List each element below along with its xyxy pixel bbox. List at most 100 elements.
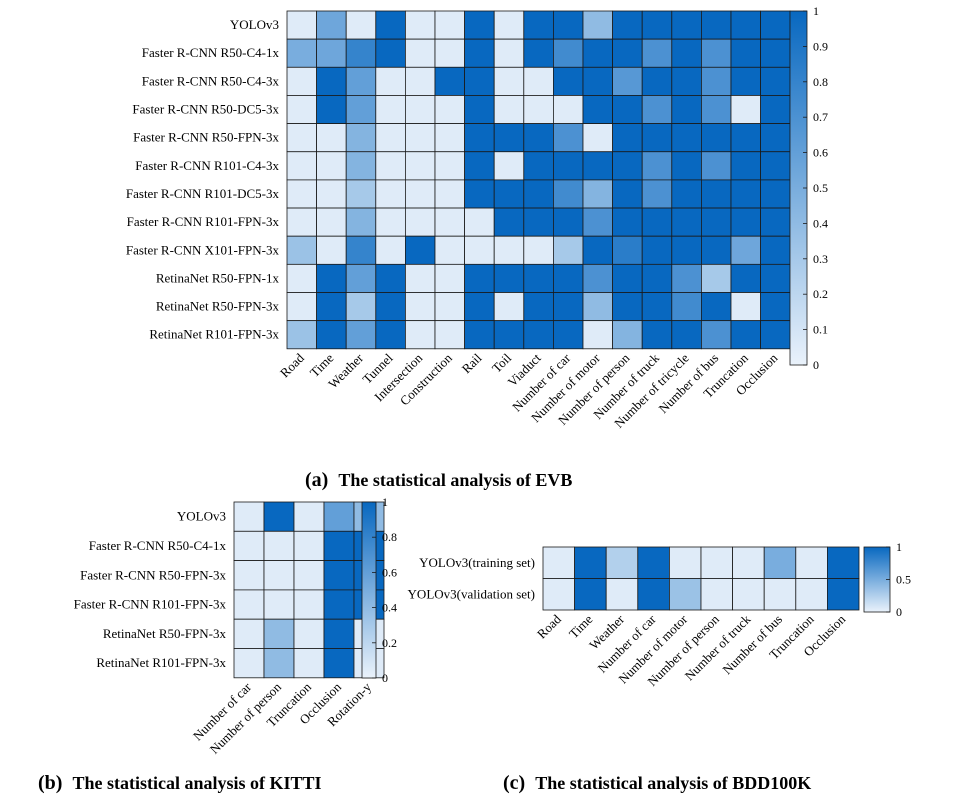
heatmap-cell bbox=[671, 292, 702, 322]
heatmap-evb: YOLOv3 Faster R-CNN R50-C4-1x Faster R-CNN… bbox=[126, 4, 828, 431]
colorbar-tick-label: 0.5 bbox=[896, 573, 911, 587]
heatmap-cell bbox=[375, 292, 406, 322]
heatmap-cell bbox=[827, 546, 860, 579]
heatmap-cell bbox=[464, 66, 495, 96]
heatmap-cell bbox=[375, 179, 406, 209]
heatmap-cell bbox=[553, 95, 584, 124]
heatmap-cell bbox=[671, 123, 702, 153]
heatmap-cell bbox=[263, 618, 295, 649]
heatmap-cell bbox=[553, 179, 584, 209]
colorbar-tick-label: 0.2 bbox=[382, 636, 397, 650]
colorbar-tick-label: 1 bbox=[813, 4, 819, 18]
row-label: RetinaNet R50-FPN-3x bbox=[103, 626, 227, 641]
heatmap-cell bbox=[701, 320, 732, 350]
heatmap-cell bbox=[730, 38, 762, 68]
heatmap-cell bbox=[641, 320, 673, 350]
heatmap-cell bbox=[323, 618, 355, 649]
colorbar-tick-label: 0.2 bbox=[813, 287, 828, 301]
heatmap-cell bbox=[464, 151, 495, 181]
row-label: Faster R-CNN X101-FPN-3x bbox=[126, 242, 280, 257]
heatmap-cell bbox=[553, 235, 584, 265]
heatmap-cell bbox=[323, 560, 355, 591]
heatmap-cell bbox=[760, 95, 791, 124]
colorbar-tick-label: 0.6 bbox=[382, 565, 397, 579]
colorbar-tick-label: 0.4 bbox=[813, 216, 828, 230]
heatmap-cell bbox=[233, 501, 265, 532]
heatmap-cell bbox=[464, 320, 495, 350]
heatmap-cell bbox=[523, 292, 554, 322]
row-label: YOLOv3 bbox=[230, 17, 279, 32]
heatmap-cell bbox=[763, 578, 797, 611]
heatmap-cell bbox=[316, 38, 347, 68]
heatmap-cell bbox=[582, 95, 614, 124]
heatmap-cell bbox=[523, 123, 554, 153]
heatmap-cell bbox=[641, 207, 673, 237]
heatmap-cell bbox=[263, 501, 295, 532]
heatmap-cell bbox=[345, 207, 377, 237]
heatmap-cell bbox=[582, 207, 614, 237]
colorbar-tick-label: 0.3 bbox=[813, 252, 828, 266]
heatmap-cell bbox=[671, 320, 702, 350]
heatmap-cell bbox=[286, 66, 318, 96]
heatmap-cell bbox=[730, 207, 762, 237]
heatmap-cell bbox=[671, 151, 702, 181]
row-label: RetinaNet R50-FPN-3x bbox=[156, 299, 280, 314]
heatmap-cell bbox=[464, 235, 495, 265]
heatmap-cell bbox=[434, 292, 466, 322]
heatmap-cell bbox=[233, 530, 265, 561]
heatmap-cell bbox=[523, 66, 554, 96]
heatmap-cell bbox=[286, 263, 318, 293]
row-label: Faster R-CNN R101-FPN-3x bbox=[127, 214, 280, 229]
heatmap-cell bbox=[493, 95, 525, 124]
colorbar bbox=[863, 546, 891, 613]
heatmap-cell bbox=[612, 95, 643, 124]
heatmap-cell bbox=[434, 10, 466, 40]
heatmap-cell bbox=[345, 10, 377, 40]
heatmap-cell bbox=[701, 292, 732, 322]
heatmap-cell bbox=[612, 38, 643, 68]
heatmap-cell bbox=[316, 151, 347, 181]
heatmap-cell bbox=[582, 235, 614, 265]
heatmap-cell bbox=[612, 179, 643, 209]
heatmap-cell bbox=[553, 263, 584, 293]
heatmap-cell bbox=[286, 292, 318, 322]
heatmap-cell bbox=[553, 38, 584, 68]
row-label: Faster R-CNN R50-C4-1x bbox=[142, 45, 280, 60]
heatmap-cell bbox=[701, 263, 732, 293]
heatmap-cell bbox=[669, 578, 702, 611]
heatmap-cell bbox=[434, 38, 466, 68]
heatmap-cell bbox=[493, 151, 525, 181]
row-label: Faster R-CNN R50-FPN-3x bbox=[80, 567, 226, 582]
heatmap-cell bbox=[730, 179, 762, 209]
heatmap-cell bbox=[375, 151, 406, 181]
heatmap-cell bbox=[404, 320, 436, 350]
heatmap-cell bbox=[286, 38, 318, 68]
heatmap-cell bbox=[493, 66, 525, 96]
heatmap-cell bbox=[760, 207, 791, 237]
heatmap-cell bbox=[523, 235, 554, 265]
heatmap-cell bbox=[760, 320, 791, 350]
heatmap-cell bbox=[345, 151, 377, 181]
colorbar-tick-label: 0.5 bbox=[813, 181, 828, 195]
heatmap-cell bbox=[404, 151, 436, 181]
heatmap-cell bbox=[323, 648, 355, 679]
heatmap-cell bbox=[345, 66, 377, 96]
heatmap-cell bbox=[637, 546, 670, 579]
heatmap-cell bbox=[286, 95, 318, 124]
heatmap-cell bbox=[286, 123, 318, 153]
heatmap-cell bbox=[641, 38, 673, 68]
heatmap-cell bbox=[263, 560, 295, 591]
colorbar-tick-label: 0.8 bbox=[382, 530, 397, 544]
heatmap-cell bbox=[671, 95, 702, 124]
heatmap-cell bbox=[612, 10, 643, 40]
heatmap-cell bbox=[795, 578, 828, 611]
heatmap-cell bbox=[323, 501, 355, 532]
heatmap-cell bbox=[574, 546, 607, 579]
heatmap-cell bbox=[760, 10, 791, 40]
heatmap-cell bbox=[464, 292, 495, 322]
heatmap-cell bbox=[701, 66, 732, 96]
heatmap-cell bbox=[345, 95, 377, 124]
heatmap-cell bbox=[493, 123, 525, 153]
heatmap-cell bbox=[760, 123, 791, 153]
heatmap-cell bbox=[286, 179, 318, 209]
